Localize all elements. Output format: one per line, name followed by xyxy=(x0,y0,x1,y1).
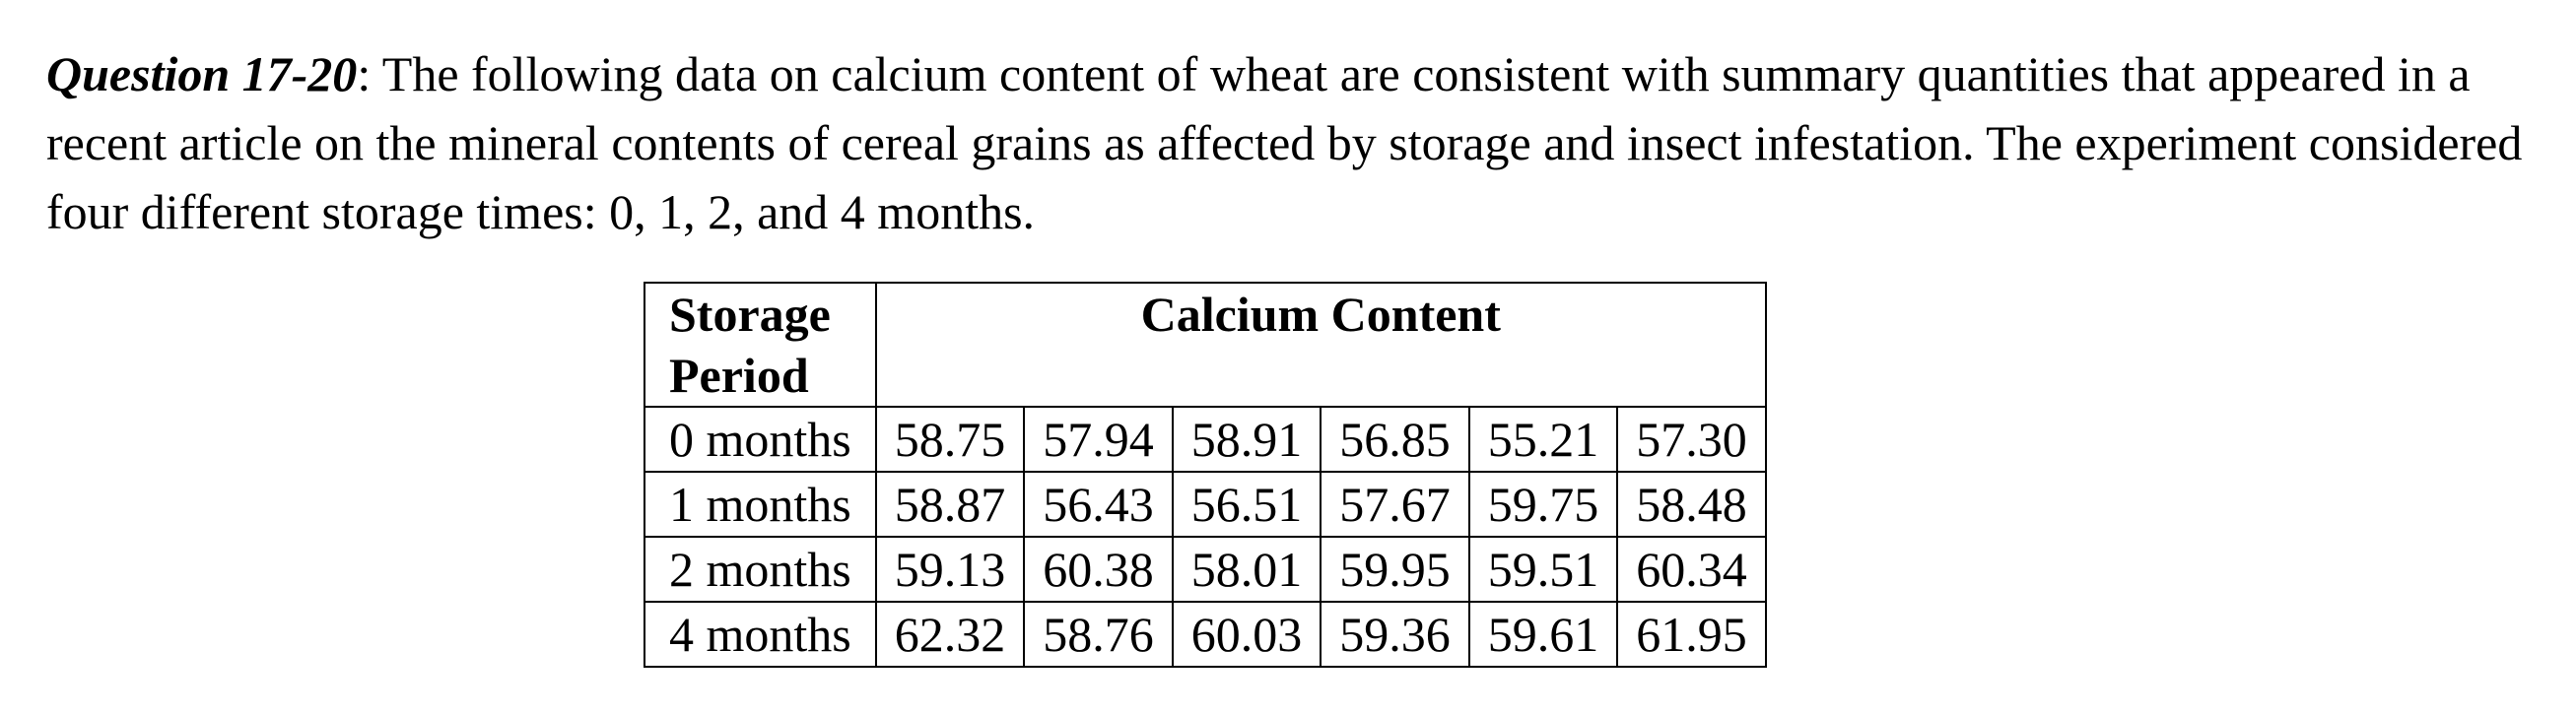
value-cell: 59.61 xyxy=(1467,601,1619,668)
value-cell: 57.94 xyxy=(1023,406,1174,473)
period-cell: 1 months xyxy=(644,471,877,538)
value-cell: 56.51 xyxy=(1171,471,1322,538)
table-row: 1 months 58.87 56.43 56.51 57.67 59.75 5… xyxy=(644,471,1767,538)
question-label: Question 17-20 xyxy=(46,46,358,101)
storage-header-line1: Storage xyxy=(669,287,831,342)
value-cell: 60.03 xyxy=(1171,601,1322,668)
table-header-row: Storage Period Calcium Content xyxy=(644,282,1767,408)
value-cell: 58.01 xyxy=(1171,536,1322,603)
storage-header-line2: Period xyxy=(669,348,809,403)
storage-period-header: Storage Period xyxy=(644,282,877,408)
period-cell: 4 months xyxy=(644,601,877,668)
period-cell: 2 months xyxy=(644,536,877,603)
calcium-table-container: Storage Period Calcium Content 0 months … xyxy=(644,282,1767,668)
value-cell: 57.30 xyxy=(1616,406,1767,473)
value-cell: 61.95 xyxy=(1616,601,1767,668)
table-row: 4 months 62.32 58.76 60.03 59.36 59.61 6… xyxy=(644,601,1767,668)
value-cell: 62.32 xyxy=(874,601,1026,668)
calcium-content-header: Calcium Content xyxy=(874,282,1767,408)
value-cell: 56.43 xyxy=(1023,471,1174,538)
value-cell: 59.95 xyxy=(1320,536,1470,603)
value-cell: 58.75 xyxy=(874,406,1026,473)
value-cell: 60.34 xyxy=(1616,536,1767,603)
value-cell: 59.36 xyxy=(1320,601,1470,668)
value-cell: 58.91 xyxy=(1171,406,1322,473)
question-text: : The following data on calcium content … xyxy=(46,46,2523,239)
value-cell: 59.75 xyxy=(1467,471,1619,538)
value-cell: 57.67 xyxy=(1320,471,1470,538)
value-cell: 55.21 xyxy=(1467,406,1619,473)
period-cell: 0 months xyxy=(644,406,877,473)
calcium-table: Storage Period Calcium Content 0 months … xyxy=(644,282,1767,668)
value-cell: 59.51 xyxy=(1467,536,1619,603)
table-row: 0 months 58.75 57.94 58.91 56.85 55.21 5… xyxy=(644,406,1767,473)
value-cell: 60.38 xyxy=(1023,536,1174,603)
value-cell: 56.85 xyxy=(1320,406,1470,473)
question-paragraph: Question 17-20: The following data on ca… xyxy=(46,39,2549,246)
value-cell: 58.48 xyxy=(1616,471,1767,538)
table-row: 2 months 59.13 60.38 58.01 59.95 59.51 6… xyxy=(644,536,1767,603)
value-cell: 58.87 xyxy=(874,471,1026,538)
value-cell: 58.76 xyxy=(1023,601,1174,668)
value-cell: 59.13 xyxy=(874,536,1026,603)
